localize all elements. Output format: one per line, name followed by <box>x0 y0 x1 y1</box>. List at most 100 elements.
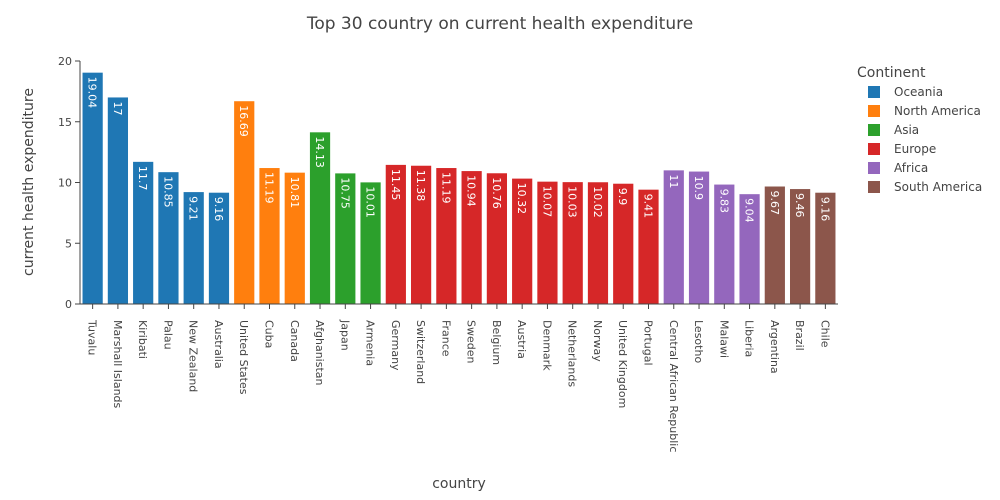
legend-label[interactable]: South America <box>894 180 982 194</box>
legend-swatch <box>868 181 880 193</box>
bar-value-label: 10.76 <box>490 177 503 209</box>
bar[interactable] <box>789 189 811 304</box>
y-axis-title: current health expenditure <box>21 88 37 276</box>
x-tick-label: Tuvalu <box>86 319 99 355</box>
x-tick-label: Cuba <box>263 320 276 348</box>
bar[interactable] <box>410 165 432 304</box>
bar-value-label: 10.02 <box>591 186 604 218</box>
x-tick-label: Sweden <box>465 320 478 363</box>
bar-value-label: 9.46 <box>793 193 806 218</box>
legend-swatch <box>868 162 880 174</box>
bar[interactable] <box>764 186 785 304</box>
x-tick-label: Lesotho <box>692 320 705 363</box>
x-tick-label: Marshall Islands <box>111 320 124 409</box>
x-tick-label: Palau <box>161 320 174 350</box>
bar-value-label: 9.16 <box>212 197 225 222</box>
bar-value-label: 10.81 <box>288 177 301 209</box>
x-tick-label: Belgium <box>490 320 503 365</box>
bar-value-label: 11.45 <box>389 169 402 201</box>
bar[interactable] <box>486 173 508 304</box>
x-tick-label: Japan <box>338 319 351 351</box>
legend-label[interactable]: Oceania <box>894 85 943 99</box>
bar-value-label: 10.32 <box>515 183 528 215</box>
x-axis-title: country <box>432 476 486 492</box>
chart-title: Top 30 country on current health expendi… <box>306 14 693 34</box>
bar[interactable] <box>638 189 659 304</box>
bar-value-label: 9.9 <box>616 188 629 206</box>
y-tick-label: 0 <box>65 298 72 311</box>
bar[interactable] <box>512 178 533 304</box>
bar-value-label: 9.83 <box>717 189 730 214</box>
bar[interactable] <box>208 192 230 304</box>
x-tick-label: Norway <box>591 320 604 362</box>
legend-label[interactable]: Asia <box>894 123 919 137</box>
legend-label[interactable]: Africa <box>894 161 928 175</box>
x-tick-label: Portugal <box>642 320 655 366</box>
x-tick-label: Denmark <box>540 320 553 371</box>
y-tick-label: 10 <box>58 177 72 190</box>
bar[interactable] <box>107 97 129 304</box>
x-tick-label: Brazil <box>793 320 806 351</box>
x-tick-label: Armenia <box>364 320 377 366</box>
legend-swatch <box>868 124 880 136</box>
bar-value-label: 10.85 <box>161 176 174 208</box>
bar-value-label: 9.41 <box>642 194 655 219</box>
bar[interactable] <box>234 101 255 305</box>
x-tick-label: Liberia <box>743 320 756 357</box>
y-tick-label: 5 <box>65 237 72 250</box>
bar[interactable] <box>309 132 331 304</box>
legend-swatch <box>868 86 880 98</box>
bar[interactable] <box>587 182 609 304</box>
legend-title: Continent <box>857 65 926 81</box>
bar[interactable] <box>537 181 558 304</box>
bar-value-label: 11 <box>667 174 680 188</box>
bar[interactable] <box>335 173 356 304</box>
bar-value-label: 11.7 <box>136 166 149 191</box>
bar[interactable] <box>360 182 381 304</box>
bar[interactable] <box>284 172 305 304</box>
bar-value-label: 16.69 <box>237 105 250 136</box>
bar-value-label: 11.19 <box>263 172 276 204</box>
bar[interactable] <box>688 171 710 304</box>
x-tick-label: New Zealand <box>187 320 200 392</box>
x-tick-label: Germany <box>389 320 402 371</box>
bar[interactable] <box>259 168 280 304</box>
bar[interactable] <box>133 161 154 304</box>
x-tick-label: Australia <box>212 320 225 369</box>
bar[interactable] <box>385 164 406 304</box>
bar[interactable] <box>815 192 836 304</box>
x-tick-label: United States <box>237 320 250 395</box>
legend-label[interactable]: Europe <box>894 142 936 156</box>
bar[interactable] <box>183 192 204 304</box>
y-tick-label: 15 <box>58 116 72 129</box>
bar[interactable] <box>436 168 457 304</box>
bar-value-label: 9.16 <box>818 197 831 222</box>
x-tick-label: Austria <box>515 320 528 359</box>
bar-value-label: 11.38 <box>414 170 427 202</box>
bar-value-label: 10.9 <box>692 176 705 201</box>
bar-value-label: 9.67 <box>768 191 781 216</box>
bar[interactable] <box>562 182 583 304</box>
bar-value-label: 11.19 <box>439 172 452 204</box>
x-tick-label: Switzerland <box>414 320 427 384</box>
bar-value-label: 9.04 <box>743 198 756 223</box>
bar[interactable] <box>663 170 684 304</box>
bar-value-label: 10.94 <box>465 175 478 207</box>
bar[interactable] <box>714 184 735 304</box>
bar[interactable] <box>613 183 634 304</box>
x-tick-label: Chile <box>818 320 831 348</box>
legend-label[interactable]: North America <box>894 104 981 118</box>
bar[interactable] <box>461 171 482 304</box>
bar[interactable] <box>158 172 179 304</box>
x-tick-label: Afghanistan <box>313 320 326 386</box>
bar[interactable] <box>739 194 760 304</box>
legend-swatch <box>868 105 880 117</box>
x-tick-label: Central African Republic <box>667 320 680 452</box>
bar[interactable] <box>82 72 103 304</box>
legend: Continent Oceania North America Asia Europe… <box>857 65 982 194</box>
x-tick-label: Argentina <box>768 320 781 374</box>
bar-value-label: 17 <box>111 101 124 115</box>
bar-value-label: 14.13 <box>313 136 326 168</box>
bar-value-label: 10.03 <box>566 186 579 218</box>
